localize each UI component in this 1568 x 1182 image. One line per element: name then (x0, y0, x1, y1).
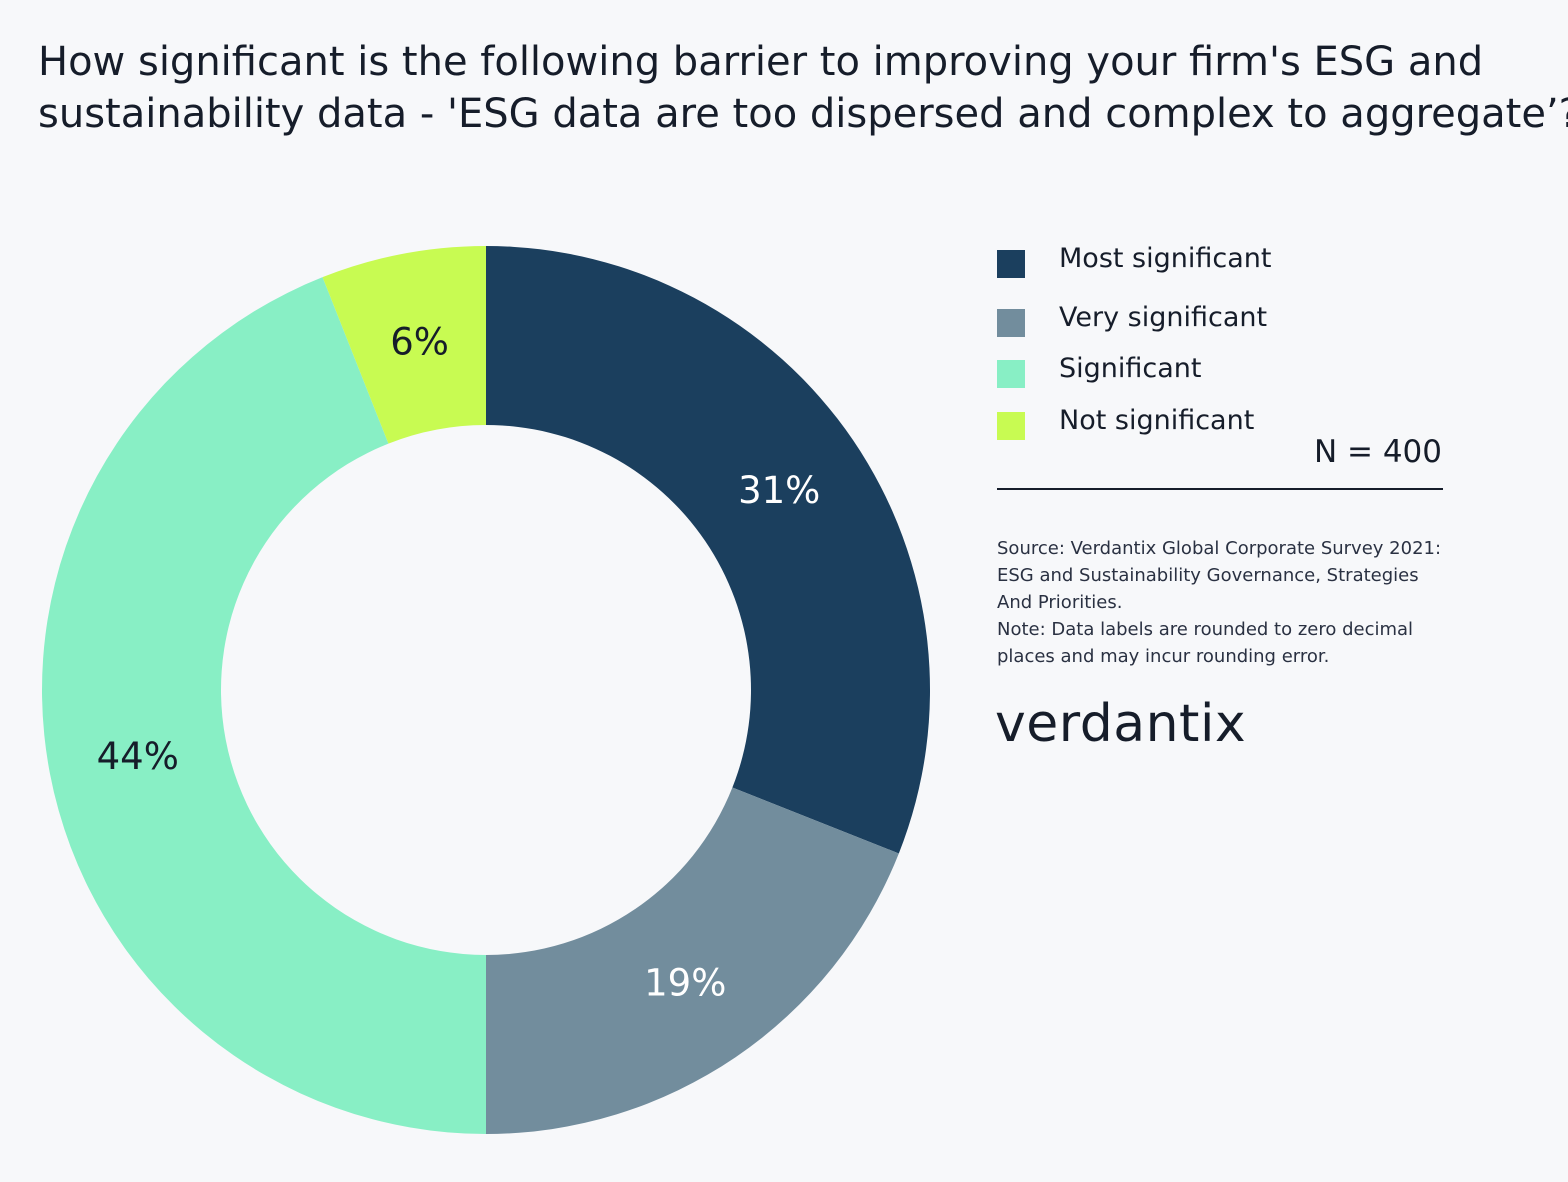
chart-title-line-1: How significant is the following barrier… (38, 39, 1484, 85)
slice-most-significant (486, 246, 930, 854)
legend-swatch (997, 412, 1025, 440)
donut-chart: 31% 19% 44% 6% (42, 246, 930, 1135)
legend-item-not-significant: Not significant (997, 402, 1447, 442)
sample-size-label: N = 400 (1313, 434, 1442, 470)
legend-label: Significant (1059, 353, 1202, 384)
slice-not-significant (322, 246, 486, 444)
chart-title: How significant is the following barrier… (38, 36, 1568, 140)
legend-item-very-significant: Very significant (997, 299, 1447, 339)
source-line: And Priorities. (997, 592, 1123, 613)
note-line: Note: Data labels are rounded to zero de… (997, 619, 1414, 640)
verdantix-logo: verdantix (995, 694, 1247, 754)
legend-label: Very significant (1059, 302, 1268, 333)
legend-label: Not significant (1059, 405, 1255, 436)
legend-swatch (997, 250, 1025, 278)
data-label-most-significant: 31% (738, 469, 820, 512)
source-line: ESG and Sustainability Governance, Strat… (997, 565, 1419, 586)
source-note: Source: Verdantix Global Corporate Surve… (997, 535, 1467, 670)
slice-very-significant (486, 787, 899, 1134)
data-label-very-significant: 19% (644, 962, 726, 1005)
legend-item-most-significant: Most significant (997, 240, 1447, 280)
legend-swatch (997, 360, 1025, 388)
legend-label: Most significant (1059, 243, 1272, 274)
chart-title-line-2: sustainability data - 'ESG data are too … (38, 91, 1568, 137)
legend-item-significant: Significant (997, 350, 1447, 390)
data-label-significant: 44% (97, 735, 179, 778)
note-line: places and may incur rounding error. (997, 646, 1330, 667)
slice-significant (42, 277, 486, 1135)
divider (997, 488, 1443, 490)
source-line: Source: Verdantix Global Corporate Surve… (997, 538, 1442, 559)
data-label-not-significant: 6% (390, 320, 449, 363)
legend-swatch (997, 309, 1025, 337)
